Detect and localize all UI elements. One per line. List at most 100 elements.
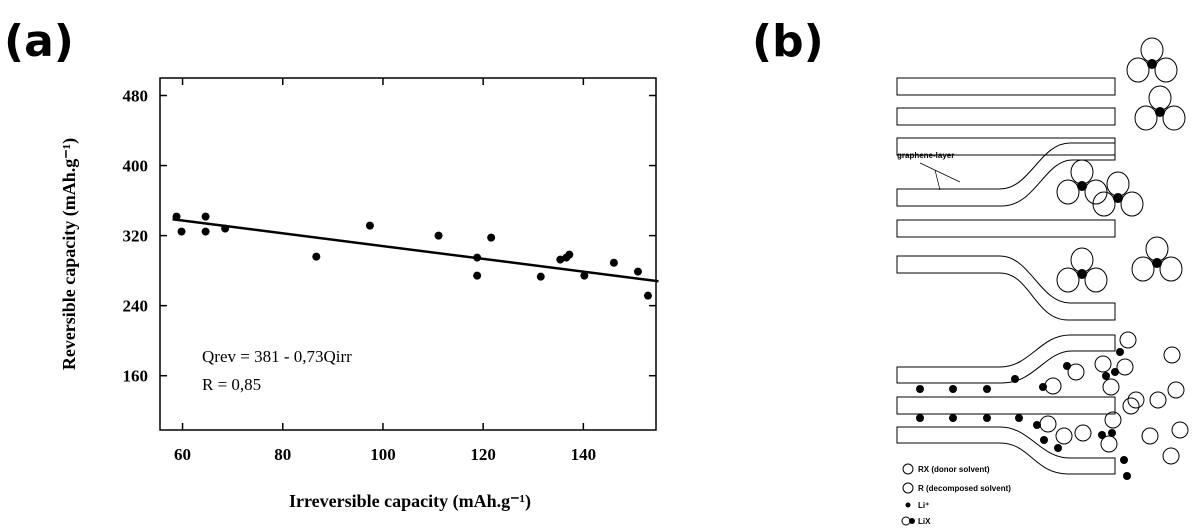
- li-ion: [1040, 436, 1048, 444]
- legend-entry: LiX: [918, 517, 931, 526]
- solvent: [1104, 411, 1122, 429]
- li-ion: [1147, 59, 1157, 69]
- li-ion: [983, 385, 991, 393]
- solvent-lobe: [1131, 256, 1155, 282]
- solvent-lobe: [1140, 37, 1164, 63]
- solvent-lobe: [1106, 171, 1130, 197]
- data-point: [473, 253, 482, 262]
- solvent-lobe: [1070, 159, 1094, 185]
- x-tick-label: 60: [174, 445, 191, 464]
- legend-symbol: [909, 518, 915, 524]
- data-point: [536, 272, 545, 281]
- solvent: [1044, 377, 1062, 395]
- x-axis-label: Irreversible capacity (mAh.g⁻¹): [289, 491, 531, 512]
- solvent: [1100, 435, 1118, 453]
- legend-symbol: [905, 502, 911, 508]
- li-ion: [1077, 269, 1087, 279]
- solvent: [1074, 424, 1092, 442]
- li-ion: [1102, 372, 1110, 380]
- solvent: [1141, 427, 1159, 445]
- solvent: [1122, 397, 1140, 415]
- solvent-lobe: [1084, 267, 1108, 293]
- li-ion: [1123, 472, 1131, 480]
- li-ion: [916, 385, 924, 393]
- solvent: [1163, 346, 1181, 364]
- solvent-lobe: [1148, 85, 1172, 111]
- legend-entry: RX (donor solvent): [918, 465, 990, 474]
- equation: Qrev = 381 - 0,73Qirr: [202, 347, 352, 366]
- solvent: [1127, 391, 1145, 409]
- solvent: [1167, 381, 1185, 399]
- x-tick-label: 120: [470, 445, 496, 464]
- data-point: [556, 255, 565, 264]
- data-point: [201, 227, 210, 236]
- li-ion: [1113, 193, 1123, 203]
- li-ion: [1063, 362, 1071, 370]
- y-tick-label: 240: [123, 297, 149, 316]
- solvent-lobe: [1056, 267, 1080, 293]
- plot-frame: [159, 77, 657, 431]
- correlation: R = 0,85: [202, 375, 261, 394]
- panel-label: (a): [4, 16, 74, 67]
- li-ion: [1098, 431, 1106, 439]
- data-point: [633, 267, 642, 276]
- panel-label: (b): [752, 16, 824, 67]
- legend-entry: Li⁺: [918, 501, 929, 510]
- solvent-lobe: [1159, 256, 1183, 282]
- solvent: [1102, 378, 1120, 396]
- li-ion: [1015, 414, 1023, 422]
- solvent-lobe: [1070, 247, 1094, 273]
- x-tick-label: 100: [370, 445, 396, 464]
- li-ion: [1152, 258, 1162, 268]
- li-ion: [1054, 444, 1062, 452]
- y-tick-label: 160: [123, 367, 149, 386]
- li-ion: [916, 414, 924, 422]
- data-point: [565, 250, 574, 259]
- diagram: [896, 37, 1189, 526]
- legend-entry: R (decomposed solvent): [918, 484, 1011, 493]
- li-ion: [1116, 348, 1124, 356]
- solvent: [1119, 331, 1137, 349]
- solvent: [1094, 355, 1112, 373]
- solvent: [1149, 391, 1167, 409]
- data-point: [434, 231, 443, 240]
- y-tick-label: 400: [123, 157, 149, 176]
- li-ion: [1155, 107, 1165, 117]
- x-tick-label: 140: [571, 445, 597, 464]
- li-ion: [983, 414, 991, 422]
- y-tick-label: 480: [123, 87, 149, 106]
- data-point: [473, 271, 482, 280]
- data-point: [365, 221, 374, 230]
- solvent-lobe: [1154, 57, 1178, 83]
- solvent: [1171, 421, 1189, 439]
- data-point: [172, 212, 181, 221]
- solvent-lobe: [1134, 105, 1158, 131]
- solvent: [1055, 427, 1073, 445]
- y-axis-label: Reversible capacity (mAh.g⁻¹): [59, 138, 80, 370]
- li-ion: [1011, 375, 1019, 383]
- data-point: [177, 227, 186, 236]
- data-point: [487, 233, 496, 242]
- li-ion: [949, 385, 957, 393]
- solvent-lobe: [1126, 57, 1150, 83]
- solvent: [1067, 363, 1085, 381]
- li-ion: [1120, 456, 1128, 464]
- data-point: [580, 271, 589, 280]
- y-tick-label: 320: [123, 227, 149, 246]
- solvent-lobe: [1120, 191, 1144, 217]
- solvent: [1116, 358, 1134, 376]
- solvent: [1162, 447, 1180, 465]
- li-ion: [1033, 421, 1041, 429]
- li-ion: [1108, 429, 1116, 437]
- data-point: [221, 224, 230, 233]
- legend-symbol: [902, 482, 914, 494]
- solvent-lobe: [1162, 105, 1186, 131]
- layer-label: graphene-layer: [897, 151, 954, 160]
- x-tick-label: 80: [274, 445, 291, 464]
- li-ion: [1111, 368, 1119, 376]
- li-ion: [949, 414, 957, 422]
- legend-symbol: [902, 463, 914, 475]
- solvent-lobe: [1056, 179, 1080, 205]
- data-point: [643, 291, 652, 300]
